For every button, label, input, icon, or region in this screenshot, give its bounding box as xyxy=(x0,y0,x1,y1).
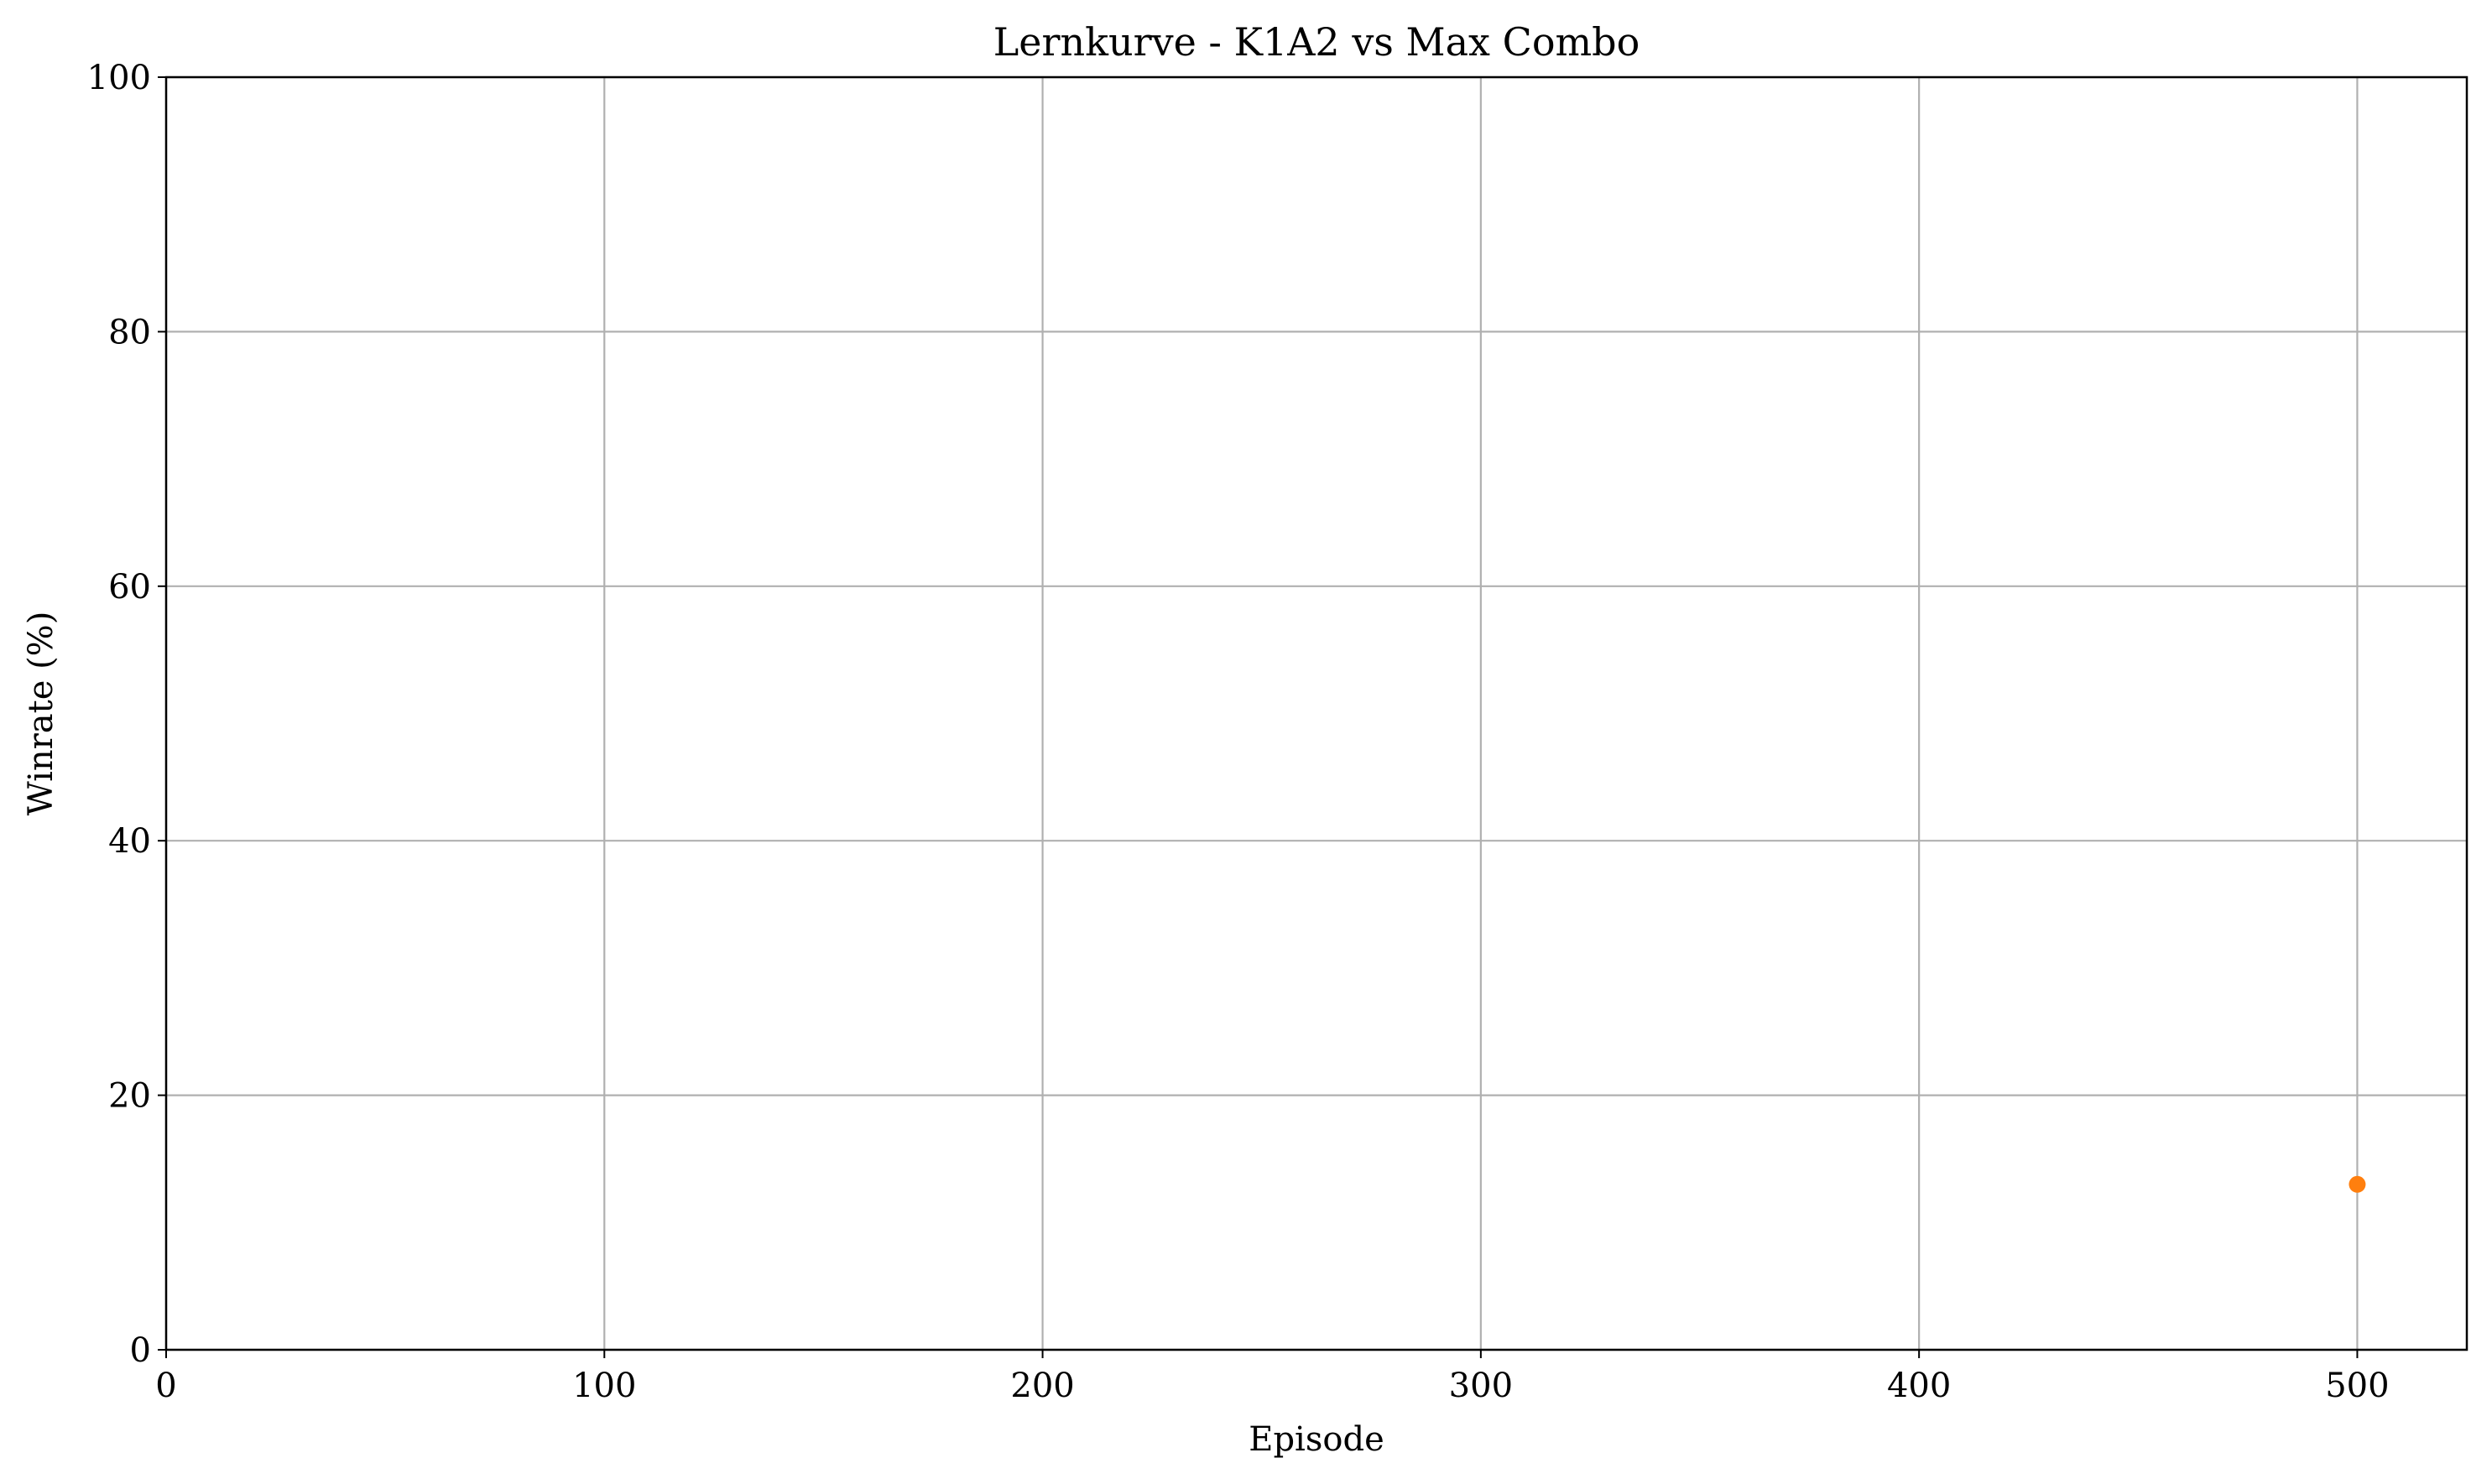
x-tick-label: 100 xyxy=(572,1367,636,1405)
y-tick-label: 20 xyxy=(108,1077,151,1116)
x-tick-label: 0 xyxy=(155,1367,176,1405)
y-axis-label: Winrate (%) xyxy=(22,612,60,816)
data-point xyxy=(2349,1175,2366,1193)
x-tick-label: 300 xyxy=(1449,1367,1513,1405)
chart-title: Lernkurve - K1A2 vs Max Combo xyxy=(993,19,1640,65)
x-tick-label: 400 xyxy=(1887,1367,1951,1405)
y-tick-label: 40 xyxy=(108,822,151,861)
x-axis-label: Episode xyxy=(1249,1420,1384,1459)
x-tick-label: 200 xyxy=(1010,1367,1074,1405)
plot-frame xyxy=(164,76,2469,1351)
data-marks xyxy=(2349,1175,2366,1193)
y-tick-label: 80 xyxy=(108,313,151,351)
y-tick-label: 100 xyxy=(87,59,151,97)
y-tick-label: 60 xyxy=(108,568,151,607)
ticks: 0 100 200 300 400 500 0 20 40 60 80 100 xyxy=(87,59,2390,1405)
y-tick-label: 0 xyxy=(130,1331,151,1370)
x-tick-label: 500 xyxy=(2325,1367,2389,1405)
